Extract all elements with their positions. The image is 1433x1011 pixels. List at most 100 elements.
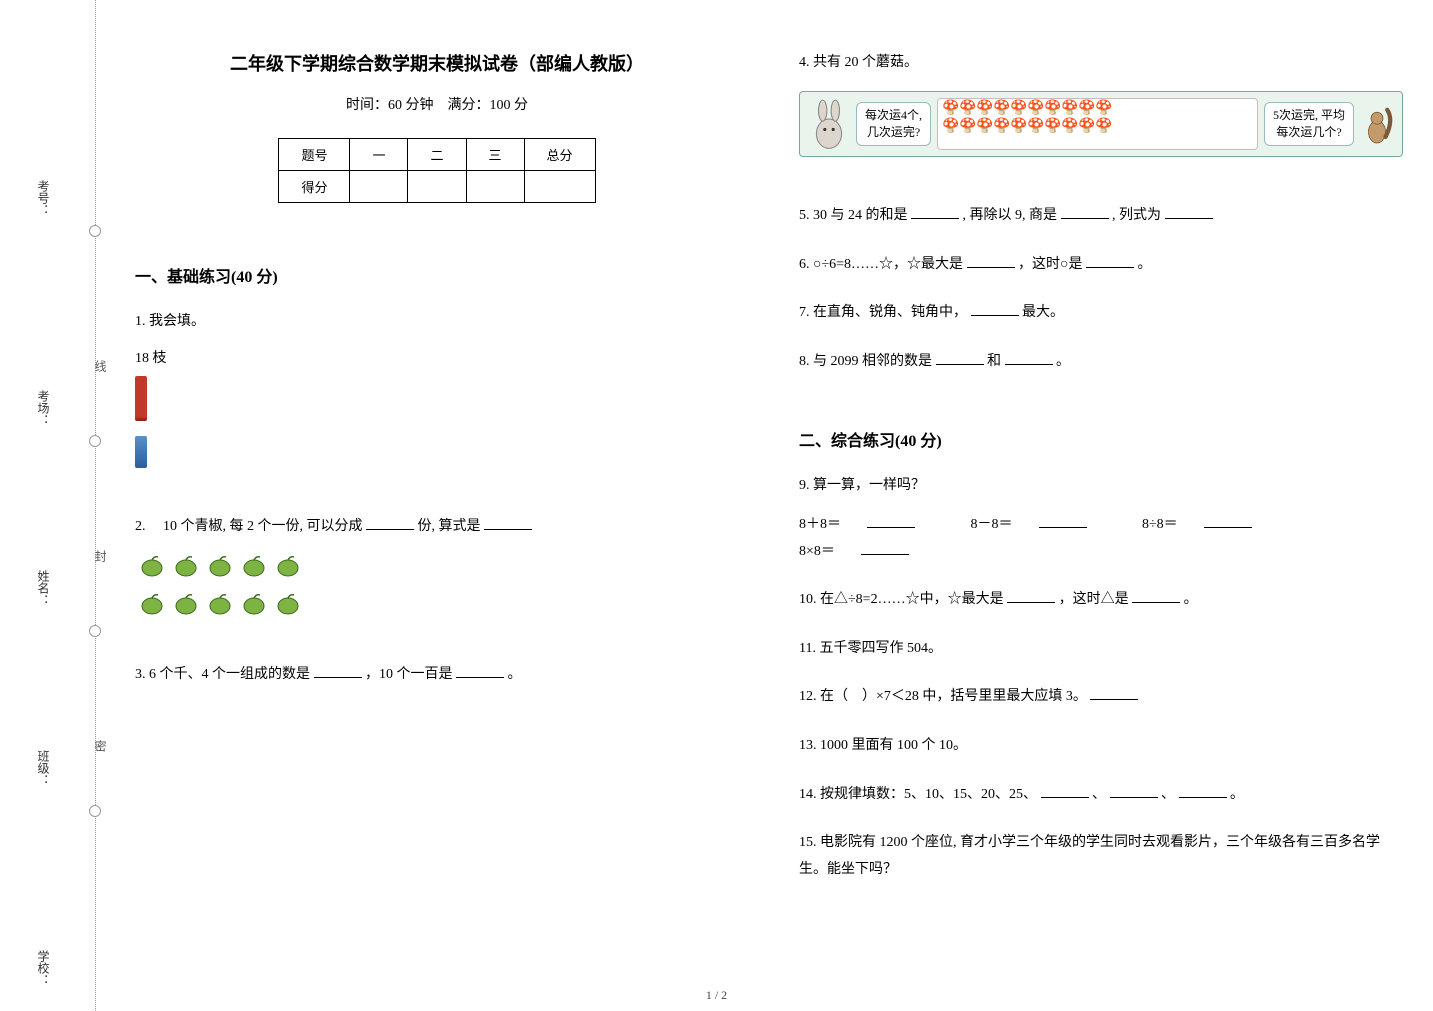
field-school: 学校：	[35, 950, 52, 986]
score-cell-1	[350, 171, 408, 203]
q9-blank-1	[867, 514, 915, 528]
score-cell-total	[524, 171, 595, 203]
q6-num: 6.	[799, 257, 810, 272]
q13-num: 13.	[799, 738, 817, 753]
q5-blank-2	[1061, 205, 1109, 219]
speech-right: 5次运完, 平均 每次运几个?	[1264, 98, 1354, 151]
q13-text: 1000 里面有 100 个 10。	[820, 738, 967, 753]
q5-blank-3	[1165, 205, 1213, 219]
left-column: 二年级下学期综合数学期末模拟试卷（部编人教版） 时间：60 分钟 满分：100 …	[135, 50, 739, 981]
question-12: 12. 在（ ）×7＜28 中，括号里里最大应填 3。	[799, 684, 1403, 711]
q11-text: 五千零四写作 504。	[819, 641, 942, 656]
question-11: 11. 五千零四写作 504。	[799, 636, 1403, 663]
mushroom-icon: 🍄	[1010, 119, 1026, 135]
speech-left-l2: 几次运完?	[865, 124, 922, 141]
mushroom-icon: 🍄	[1061, 119, 1077, 135]
mushroom-icon: 🍄	[942, 101, 958, 117]
binding-circle	[89, 225, 101, 237]
mushroom-icon: 🍄	[1095, 101, 1111, 117]
score-col-total: 总分	[524, 139, 595, 171]
page-columns: 二年级下学期综合数学期末模拟试卷（部编人教版） 时间：60 分钟 满分：100 …	[135, 50, 1403, 981]
question-14: 14. 按规律填数：5、10、15、20、25、 、 、 。	[799, 782, 1403, 809]
field-class: 班级：	[35, 750, 52, 786]
mushroom-icon: 🍄	[976, 119, 992, 135]
speech-left-l1: 每次运4个,	[865, 107, 922, 124]
score-col-2: 二	[408, 139, 466, 171]
question-6: 6. ○÷6=8……☆，☆最大是 ，这时○是 。	[799, 252, 1403, 279]
q9-blank-2	[1039, 514, 1087, 528]
section-2-title: 二、综合练习(40 分)	[799, 427, 1403, 451]
mushroom-icon: 🍄	[1027, 119, 1043, 135]
q3-text-c: 。	[508, 667, 522, 682]
question-4: 4. 共有 20 个蘑菇。 每次运4个, 几次运完?	[799, 50, 1403, 181]
mushroom-icon: 🍄	[1010, 101, 1026, 117]
q14-sep-1: 、	[1092, 787, 1106, 802]
q4-num: 4.	[799, 55, 810, 70]
q3-text-a: 6 个千、4 个一组成的数是	[149, 667, 310, 682]
q9-text: 算一算，一样吗？	[813, 478, 925, 493]
q3-blank-1	[314, 664, 362, 678]
q10-a: 在△÷8=2……☆中，☆最大是	[820, 592, 1004, 607]
q11-num: 11.	[799, 641, 816, 656]
q2-text-a: 10 个青椒, 每 2 个一份, 可以分成	[163, 519, 363, 534]
squirrel-icon	[1360, 98, 1394, 151]
score-table: 题号 一 二 三 总分 得分	[278, 138, 595, 203]
q10-num: 10.	[799, 592, 817, 607]
q5-c: , 列式为	[1112, 208, 1161, 223]
pencil-red-icon	[135, 376, 147, 421]
q7-b: 最大。	[1022, 305, 1064, 320]
question-2: 2. 10 个青椒, 每 2 个一份, 可以分成 份, 算式是	[135, 514, 739, 640]
seal-label-line: 线	[92, 360, 109, 375]
q9-ops: 8＋8＝ 8－8＝ 8÷8＝ 8×8＝	[799, 512, 1403, 565]
pepper-icon	[274, 592, 302, 616]
q10-c: 。	[1184, 592, 1198, 607]
exam-title: 二年级下学期综合数学期末模拟试卷（部编人教版）	[135, 50, 739, 76]
q2-blank-1	[366, 516, 414, 530]
q6-c: 。	[1138, 257, 1152, 272]
rabbit-icon	[808, 98, 850, 151]
q2-text-b: 份, 算式是	[418, 519, 481, 534]
score-value-row: 得分	[279, 171, 595, 203]
score-col-3: 三	[466, 139, 524, 171]
q15-text: 电影院有 1200 个座位, 育才小学三个年级的学生同时去观看影片，三个年级各有…	[799, 835, 1380, 877]
binding-dotted-line	[95, 0, 97, 1011]
q10-b: ，这时△是	[1059, 592, 1129, 607]
question-15: 15. 电影院有 1200 个座位, 育才小学三个年级的学生同时去观看影片，三个…	[799, 830, 1403, 883]
q12-text: 在（ ）×7＜28 中，括号里里最大应填 3。	[820, 689, 1087, 704]
question-8: 8. 与 2099 相邻的数是 和 。	[799, 349, 1403, 376]
score-cell-3	[466, 171, 524, 203]
mushroom-icon: 🍄	[942, 119, 958, 135]
pepper-icon	[206, 554, 234, 578]
speech-left: 每次运4个, 几次运完?	[856, 98, 931, 151]
q14-blank-1	[1041, 784, 1089, 798]
q8-b: 和	[987, 354, 1001, 369]
q8-blank-1	[936, 351, 984, 365]
q14-blank-3	[1179, 784, 1227, 798]
q14-num: 14.	[799, 787, 817, 802]
q9-blank-3	[1204, 514, 1252, 528]
q2-blank-2	[484, 516, 532, 530]
q1-text: 我会填。	[149, 314, 205, 329]
pepper-icon	[206, 592, 234, 616]
q6-b: ，这时○是	[1018, 257, 1082, 272]
q1-num: 1.	[135, 314, 146, 329]
mushroom-icon: 🍄	[993, 101, 1009, 117]
field-name: 姓名：	[35, 570, 52, 606]
q5-num: 5.	[799, 208, 810, 223]
field-exam-number: 考号：	[35, 180, 52, 216]
pepper-icon	[138, 592, 166, 616]
pepper-group	[135, 551, 739, 626]
q7-blank	[971, 302, 1019, 316]
question-1: 1. 我会填。 18 枝	[135, 309, 739, 492]
question-7: 7. 在直角、锐角、钝角中， 最大。	[799, 300, 1403, 327]
q9-op-4: 8×8＝	[799, 544, 835, 559]
right-column: 4. 共有 20 个蘑菇。 每次运4个, 几次运完?	[799, 50, 1403, 981]
mushroom-grid: 🍄🍄🍄🍄🍄🍄🍄🍄🍄🍄 🍄🍄🍄🍄🍄🍄🍄🍄🍄🍄	[937, 98, 1258, 151]
q9-op-1: 8＋8＝	[799, 517, 841, 532]
q12-num: 12.	[799, 689, 817, 704]
rabbit-svg	[808, 98, 850, 151]
q14-sep-2: 、	[1161, 787, 1175, 802]
q1-count-label: 18 枝	[135, 346, 739, 373]
binding-circle	[89, 625, 101, 637]
q5-a: 30 与 24 的和是	[813, 208, 908, 223]
